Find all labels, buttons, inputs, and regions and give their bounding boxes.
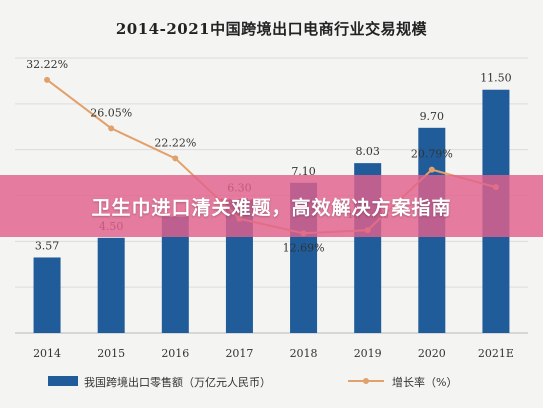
x-tick-label: 2015 [97, 347, 125, 360]
legend-bar-label: 我国跨境出口零售额（万亿元人民币） [84, 375, 271, 389]
x-tick-label: 2020 [418, 347, 446, 360]
bar [33, 257, 61, 333]
growth-rate-label: 12.69% [283, 241, 325, 254]
x-tick-label: 2021E [478, 347, 514, 360]
chart-title: 2014-2021中国跨境出口电商行业交易规模 [115, 20, 428, 38]
growth-rate-point [108, 125, 115, 132]
x-tick-label: 2014 [33, 347, 61, 360]
x-tick-label: 2019 [354, 347, 382, 360]
legend-line-marker [363, 378, 369, 384]
bar-value-label: 8.03 [355, 145, 380, 158]
growth-rate-label: 20.79% [411, 148, 453, 161]
growth-rate-point [172, 155, 179, 162]
x-tick-label: 2017 [225, 347, 253, 360]
overlay-banner: 卫生巾进口清关难题，高效解决方案指南 [0, 175, 543, 237]
growth-rate-label: 26.05% [90, 106, 132, 119]
banner-text: 卫生巾进口清关难题，高效解决方案指南 [91, 196, 452, 219]
bar-value-label: 3.57 [35, 239, 60, 252]
growth-rate-point [44, 76, 51, 83]
x-tick-label: 2016 [161, 347, 189, 360]
bar-value-label: 11.50 [480, 72, 512, 85]
growth-rate-point [428, 166, 435, 173]
bar-value-label: 7.10 [291, 165, 316, 178]
bar [97, 237, 125, 333]
bar-value-label: 9.70 [420, 110, 445, 123]
legend-bar-swatch [48, 376, 78, 386]
growth-rate-label: 22.22% [154, 136, 196, 149]
legend-line-label: 增长率（%） [392, 375, 457, 389]
x-tick-label: 2018 [290, 347, 318, 360]
growth-rate-label: 32.22% [26, 58, 68, 71]
